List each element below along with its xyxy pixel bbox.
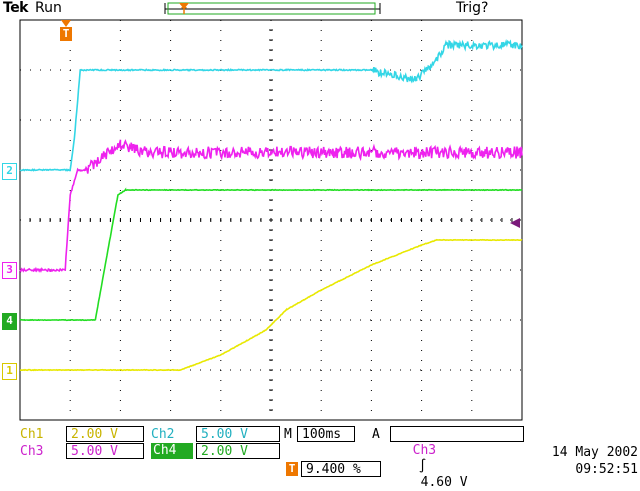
- waveform-traces: [19, 38, 523, 372]
- trigger-position-arrow: [61, 20, 71, 27]
- scope-screen: [19, 2, 523, 421]
- ch3-trace: [19, 139, 523, 273]
- graticule-grid: [19, 19, 523, 421]
- ch3-scale[interactable]: 5.00 V: [66, 443, 144, 459]
- ch3-label[interactable]: Ch3: [20, 444, 44, 459]
- brand-logo: Tek: [3, 0, 29, 16]
- trigger-level: 4.60 V: [420, 475, 468, 490]
- ch1-label[interactable]: Ch1: [20, 427, 44, 442]
- trigger-offset-icon: T: [286, 462, 298, 476]
- trigger-source: Ch3: [412, 443, 437, 458]
- ch4-trace: [19, 187, 523, 322]
- run-status: Run: [35, 0, 62, 16]
- ch4-scale[interactable]: 2.00 V: [196, 443, 280, 459]
- date-stamp: 14 May 2002: [551, 445, 638, 460]
- ch2-scale[interactable]: 5.00 V: [196, 426, 280, 442]
- ch4-label[interactable]: Ch4: [151, 443, 193, 459]
- record-trigger-marker: T: [180, 6, 188, 17]
- trigger-slope-icon: ∫: [418, 459, 427, 474]
- trigger-level-arrow: [510, 218, 520, 228]
- timebase-prefix: M: [284, 427, 292, 442]
- ch3-ground-marker[interactable]: 3: [2, 262, 17, 279]
- time-stamp: 09:52:51: [575, 462, 638, 477]
- ch1-scale[interactable]: 2.00 V: [66, 426, 144, 442]
- ch1-ground-marker[interactable]: 1: [2, 363, 17, 380]
- ch1-trace: [19, 238, 523, 372]
- trigger-readout-box[interactable]: Ch3 ∫ 4.60 V: [390, 426, 524, 490]
- ch2-ground-marker[interactable]: 2: [2, 163, 17, 180]
- trigger-marker: T: [60, 27, 72, 41]
- record-trigger-arrow: [179, 3, 189, 9]
- timebase-value[interactable]: 100ms: [297, 426, 355, 442]
- trigger-offset-value[interactable]: 9.400 %: [301, 461, 381, 477]
- ch2-trace: [19, 38, 523, 172]
- ch4-ground-marker[interactable]: 4: [2, 313, 17, 330]
- ch2-label[interactable]: Ch2: [151, 427, 175, 442]
- record-position-bar: [164, 2, 381, 15]
- trigger-mode: A: [372, 427, 380, 442]
- trigger-status: Trig?: [456, 0, 489, 16]
